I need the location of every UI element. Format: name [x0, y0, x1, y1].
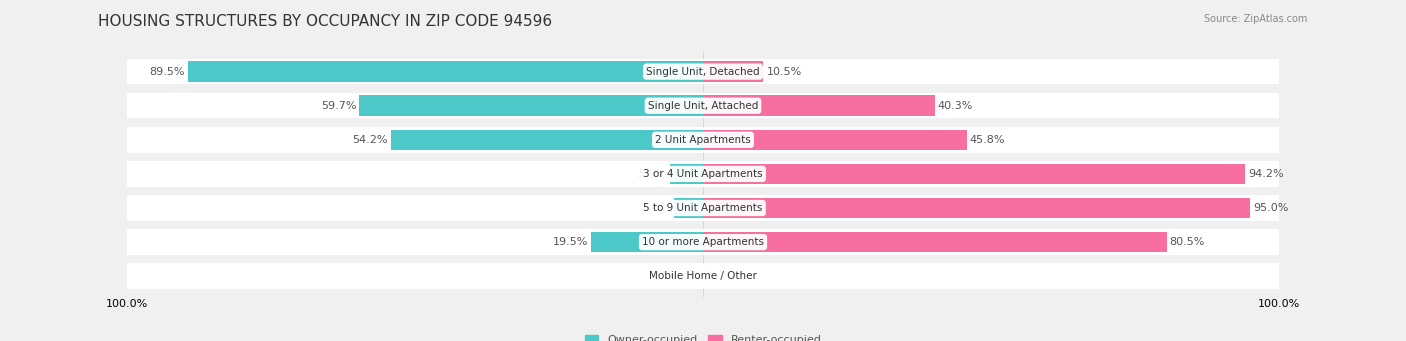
Bar — [127, 195, 1279, 221]
Text: 10.5%: 10.5% — [766, 66, 801, 77]
Bar — [127, 93, 1279, 119]
Text: 10 or more Apartments: 10 or more Apartments — [643, 237, 763, 247]
Bar — [703, 61, 763, 82]
Text: 45.8%: 45.8% — [970, 135, 1005, 145]
Bar — [127, 59, 1279, 85]
Text: 5 to 9 Unit Apartments: 5 to 9 Unit Apartments — [644, 203, 762, 213]
Bar — [703, 232, 1167, 252]
Text: 0.0%: 0.0% — [672, 271, 700, 281]
Bar — [675, 198, 703, 218]
Bar — [127, 127, 1279, 153]
Bar — [703, 198, 1250, 218]
Text: 19.5%: 19.5% — [553, 237, 588, 247]
Text: 59.7%: 59.7% — [321, 101, 356, 111]
Legend: Owner-occupied, Renter-occupied: Owner-occupied, Renter-occupied — [585, 335, 821, 341]
Bar — [703, 164, 1246, 184]
Text: 80.5%: 80.5% — [1170, 237, 1205, 247]
Bar — [703, 95, 935, 116]
Text: Single Unit, Detached: Single Unit, Detached — [647, 66, 759, 77]
Bar — [391, 130, 703, 150]
Text: 94.2%: 94.2% — [1249, 169, 1284, 179]
Bar — [360, 95, 703, 116]
Bar — [669, 164, 703, 184]
Text: 3 or 4 Unit Apartments: 3 or 4 Unit Apartments — [643, 169, 763, 179]
Text: 89.5%: 89.5% — [149, 66, 184, 77]
Bar — [127, 161, 1279, 187]
Text: 40.3%: 40.3% — [938, 101, 973, 111]
Text: 0.0%: 0.0% — [706, 271, 734, 281]
Bar — [187, 61, 703, 82]
Text: Source: ZipAtlas.com: Source: ZipAtlas.com — [1204, 14, 1308, 24]
Bar — [703, 130, 967, 150]
Text: Single Unit, Attached: Single Unit, Attached — [648, 101, 758, 111]
Bar — [127, 229, 1279, 255]
Text: Mobile Home / Other: Mobile Home / Other — [650, 271, 756, 281]
Text: 5.0%: 5.0% — [643, 203, 671, 213]
Text: HOUSING STRUCTURES BY OCCUPANCY IN ZIP CODE 94596: HOUSING STRUCTURES BY OCCUPANCY IN ZIP C… — [98, 14, 553, 29]
Text: 5.8%: 5.8% — [638, 169, 666, 179]
Bar — [591, 232, 703, 252]
Bar — [127, 264, 1279, 289]
Text: 95.0%: 95.0% — [1253, 203, 1288, 213]
Text: 54.2%: 54.2% — [353, 135, 388, 145]
Text: 2 Unit Apartments: 2 Unit Apartments — [655, 135, 751, 145]
